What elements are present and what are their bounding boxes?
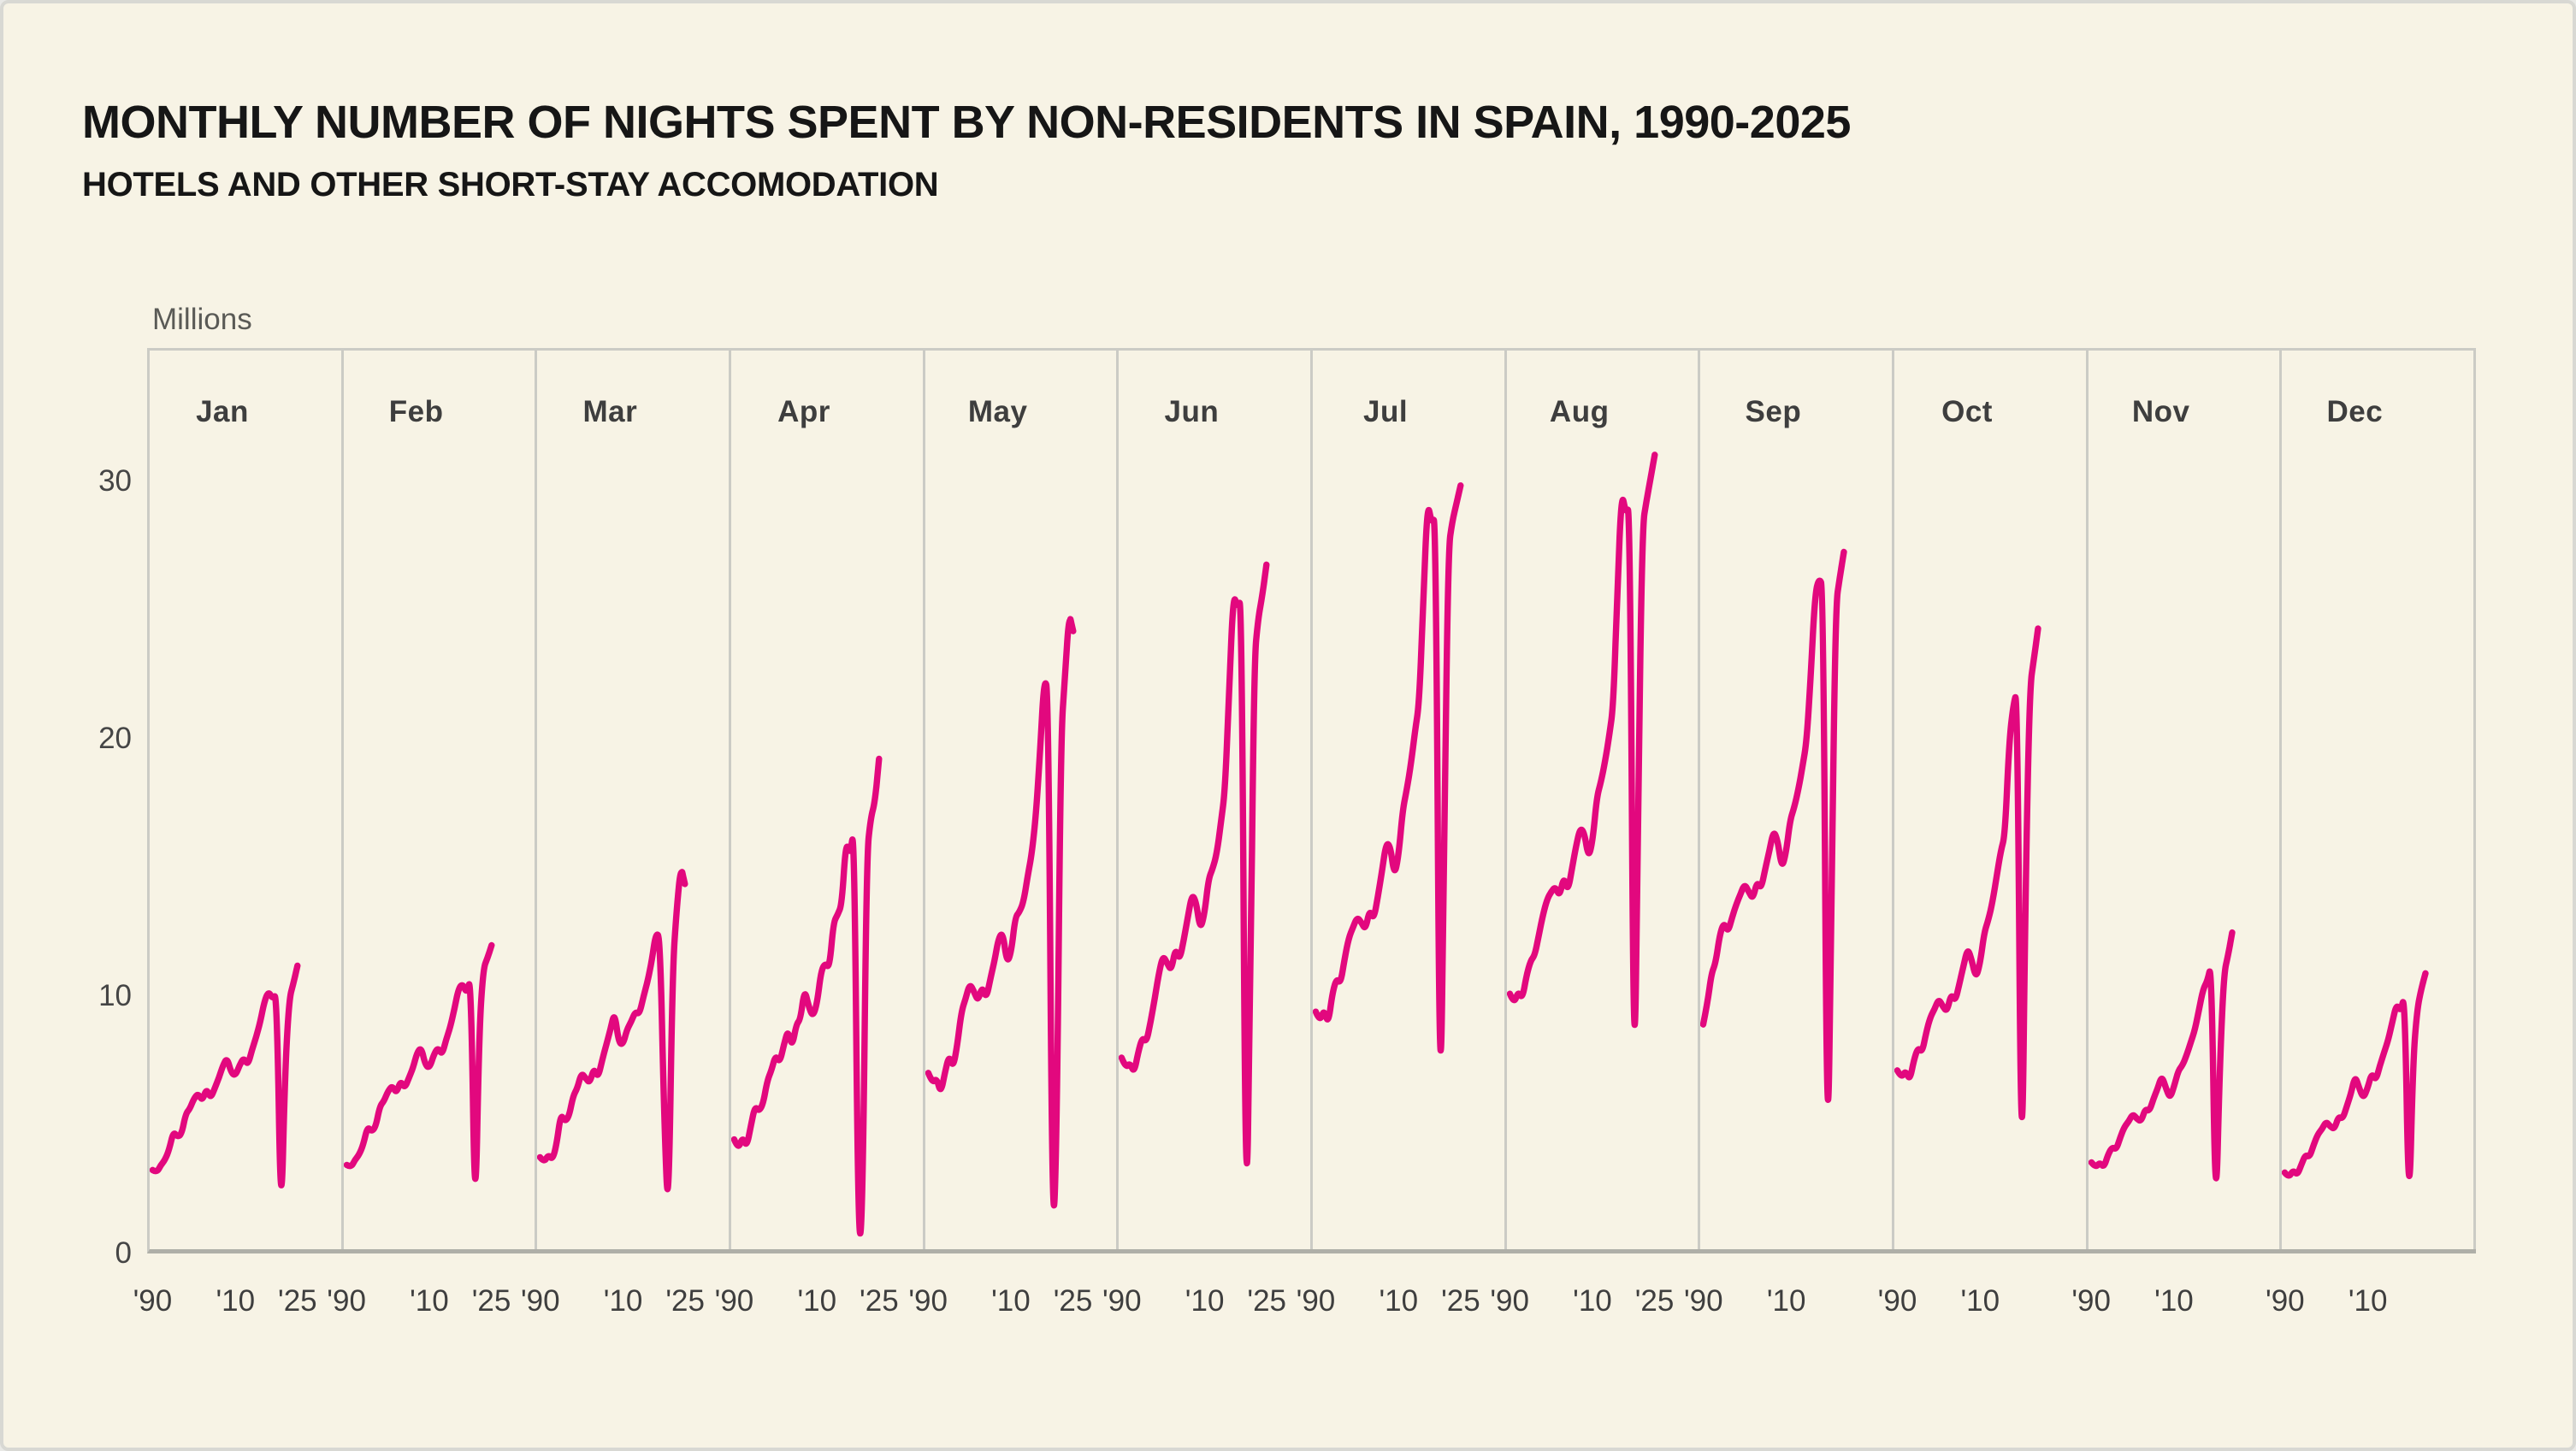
- y-axis-tick-20: 20: [98, 722, 132, 755]
- month-label-apr: Apr: [777, 395, 830, 428]
- month-label-sep: Sep: [1745, 395, 1802, 428]
- panel-aug: Aug '90 '10 '25: [1490, 351, 1701, 1318]
- panel-mar: Mar '90 '10 '25: [521, 351, 732, 1318]
- month-label-aug: Aug: [1549, 395, 1610, 428]
- line-series-oct: [1894, 625, 2041, 1121]
- line-series-sep: [1700, 548, 1848, 1103]
- month-label-jul: Jul: [1362, 395, 1409, 428]
- month-label-dec: Dec: [2326, 395, 2384, 428]
- x-axis-tick-jul-2010: '10: [1379, 1284, 1419, 1318]
- line-path-dec: [2282, 970, 2430, 1179]
- line-series-nov: [2088, 929, 2236, 1182]
- x-axis-tick-mar-2010: '10: [603, 1284, 643, 1318]
- line-path-sep: [1700, 548, 1848, 1103]
- month-label-jan: Jan: [196, 395, 249, 428]
- month-label-may: May: [967, 395, 1028, 428]
- x-axis-tick-sep-1990: '90: [1684, 1284, 1723, 1318]
- x-axis-tick-dec-1990: '90: [2266, 1284, 2305, 1318]
- y-axis-unit-label: Millions: [152, 303, 252, 336]
- line-series-may: [925, 616, 1077, 1209]
- line-series-mar: [537, 869, 688, 1193]
- x-axis-tick-jul-2025: '25: [1441, 1284, 1480, 1318]
- small-multiples-chart: Jan '90 '10 '25 Feb '90 '10 '25 Mar '90 '10 '25 Apr '…: [133, 348, 2477, 1318]
- y-axis-tick-0: 0: [115, 1236, 132, 1270]
- panel-jun: Jun '90 '10 '25: [1102, 351, 1314, 1318]
- panel-dec: Dec '90 '10: [2266, 351, 2477, 1318]
- month-label-mar: Mar: [582, 395, 638, 428]
- x-axis-tick-may-2010: '10: [991, 1284, 1031, 1318]
- x-axis-tick-may-1990: '90: [908, 1284, 948, 1318]
- panel-apr: Apr '90 '10 '25: [715, 351, 925, 1318]
- x-axis-tick-oct-2010: '10: [1960, 1284, 2000, 1318]
- line-path-apr: [731, 755, 883, 1237]
- x-axis-tick-jan-2025: '25: [278, 1284, 317, 1318]
- line-series-aug: [1506, 451, 1658, 1029]
- x-axis-tick-feb-1990: '90: [327, 1284, 366, 1318]
- x-axis-tick-jun-1990: '90: [1102, 1284, 1142, 1318]
- x-axis-tick-jan-2010: '10: [216, 1284, 256, 1318]
- x-axis-tick-aug-2010: '10: [1573, 1284, 1612, 1318]
- chart-title: MONTHLY NUMBER OF NIGHTS SPENT BY NON-RE…: [82, 97, 1851, 148]
- month-label-feb: Feb: [388, 395, 444, 428]
- x-axis-tick-apr-2025: '25: [860, 1284, 899, 1318]
- x-axis-tick-aug-2025: '25: [1634, 1284, 1675, 1318]
- line-series-dec: [2282, 970, 2430, 1179]
- line-path-jul: [1313, 482, 1464, 1054]
- panel-nov: Nov '90 '10: [2071, 351, 2283, 1318]
- panel-jan: Jan '90 '10 '25: [133, 351, 344, 1318]
- x-axis-tick-apr-1990: '90: [714, 1284, 754, 1318]
- x-axis-tick-sep-2010: '10: [1766, 1284, 1806, 1318]
- panel-oct: Oct '90 '10: [1878, 351, 2089, 1318]
- line-path-jan: [150, 962, 301, 1189]
- month-label-nov: Nov: [2131, 395, 2190, 428]
- x-axis-tick-jul-1990: '90: [1296, 1284, 1336, 1318]
- month-label-jun: Jun: [1164, 395, 1220, 428]
- x-axis-tick-nov-2010: '10: [2154, 1284, 2194, 1318]
- x-axis-tick-may-2025: '25: [1053, 1284, 1093, 1318]
- line-series-feb: [343, 941, 495, 1183]
- line-path-may: [925, 616, 1077, 1209]
- line-path-jun: [1119, 561, 1270, 1167]
- line-path-feb: [343, 941, 495, 1183]
- x-axis-tick-mar-1990: '90: [520, 1284, 560, 1318]
- panel-may: May '90 '10 '25: [908, 351, 1120, 1318]
- line-series-jun: [1119, 561, 1270, 1167]
- x-axis-tick-jun-2010: '10: [1185, 1284, 1225, 1318]
- panel-jul: Jul '90 '10 '25: [1297, 351, 1507, 1318]
- line-path-aug: [1506, 451, 1658, 1029]
- x-axis-tick-aug-1990: '90: [1490, 1284, 1529, 1318]
- panel-sep: Sep '90 '10: [1684, 351, 1895, 1318]
- line-path-mar: [537, 869, 688, 1193]
- line-path-nov: [2088, 929, 2236, 1182]
- x-axis-tick-dec-2010: '10: [2348, 1284, 2388, 1318]
- x-axis-tick-oct-1990: '90: [1877, 1284, 1917, 1318]
- y-axis: 0 10 20 30: [46, 3, 132, 1448]
- y-axis-tick-10: 10: [98, 979, 132, 1012]
- x-axis-tick-feb-2025: '25: [471, 1284, 511, 1318]
- x-axis-tick-feb-2010: '10: [410, 1284, 449, 1318]
- x-axis-tick-jun-2025: '25: [1247, 1284, 1287, 1318]
- line-path-oct: [1894, 625, 2041, 1121]
- x-axis-tick-nov-1990: '90: [2071, 1284, 2111, 1318]
- line-series-apr: [731, 755, 883, 1237]
- x-axis-tick-jan-1990: '90: [133, 1284, 173, 1318]
- line-series-jan: [150, 962, 301, 1189]
- line-series-jul: [1313, 482, 1464, 1054]
- x-axis-tick-mar-2025: '25: [665, 1284, 705, 1318]
- x-axis-tick-apr-2010: '10: [797, 1284, 837, 1318]
- chart-subtitle: HOTELS AND OTHER SHORT-STAY ACCOMODATION: [82, 166, 939, 203]
- month-label-oct: Oct: [1941, 395, 1993, 428]
- panel-feb: Feb '90 '10 '25: [327, 351, 538, 1318]
- y-axis-tick-30: 30: [98, 464, 132, 498]
